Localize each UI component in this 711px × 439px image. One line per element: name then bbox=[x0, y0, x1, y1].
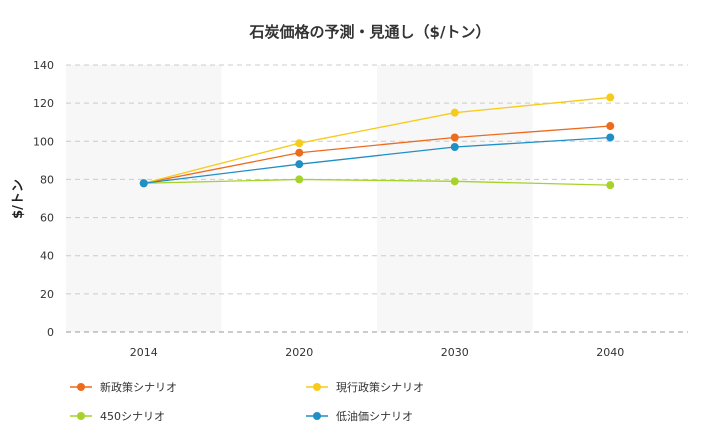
legend-item-4[interactable]: 低油価シナリオ bbox=[306, 409, 413, 423]
y-tick-label: 20 bbox=[40, 288, 54, 301]
series-lines bbox=[139, 93, 615, 190]
y-tick-label: 120 bbox=[33, 97, 54, 110]
legend-label: 現行政策シナリオ bbox=[336, 380, 424, 394]
series-1[interactable] bbox=[139, 122, 615, 188]
chart-title: 石炭価格の予測・見通し（$/トン） bbox=[249, 23, 491, 41]
series-line bbox=[143, 136, 611, 184]
legend[interactable]: 新政策シナリオ 現行政策シナリオ 450シナリオ 低油価シナリオ bbox=[70, 380, 424, 423]
data-point[interactable] bbox=[606, 133, 615, 142]
plot-band-2014 bbox=[66, 65, 222, 332]
legend-item-3[interactable]: 450シナリオ bbox=[70, 410, 165, 423]
y-tick-label: 100 bbox=[33, 135, 54, 148]
y-axis-label: $/トン bbox=[11, 179, 26, 219]
x-tick-label: 2030 bbox=[441, 346, 469, 359]
x-tick-label: 2040 bbox=[596, 346, 624, 359]
legend-label: 低油価シナリオ bbox=[336, 409, 413, 423]
series-line bbox=[143, 96, 611, 184]
x-axis-ticks: 2014 2020 2030 2040 bbox=[130, 346, 625, 359]
series-4[interactable] bbox=[139, 133, 615, 188]
x-tick-label: 2020 bbox=[285, 346, 313, 359]
y-tick-label: 40 bbox=[40, 250, 54, 263]
y-tick-label: 0 bbox=[47, 326, 54, 339]
data-point[interactable] bbox=[450, 133, 459, 142]
grid-lines bbox=[66, 64, 688, 333]
legend-marker-icon bbox=[313, 412, 321, 420]
data-point[interactable] bbox=[139, 179, 148, 188]
data-point[interactable] bbox=[295, 139, 304, 148]
data-point[interactable] bbox=[295, 160, 304, 169]
legend-label: 新政策シナリオ bbox=[100, 380, 177, 394]
plot-band-2030 bbox=[377, 65, 533, 332]
legend-item-2[interactable]: 現行政策シナリオ bbox=[306, 380, 424, 394]
data-point[interactable] bbox=[295, 175, 304, 184]
y-tick-label: 80 bbox=[40, 173, 54, 186]
y-tick-label: 60 bbox=[40, 212, 54, 225]
y-axis-ticks: 0 20 40 60 80 100 120 140 bbox=[33, 59, 54, 339]
series-line bbox=[143, 125, 611, 184]
data-point[interactable] bbox=[295, 148, 304, 157]
data-point[interactable] bbox=[606, 122, 615, 131]
legend-marker-icon bbox=[77, 383, 85, 391]
plot-bands bbox=[66, 65, 533, 332]
data-point[interactable] bbox=[606, 93, 615, 102]
data-point[interactable] bbox=[450, 177, 459, 186]
y-tick-label: 140 bbox=[33, 59, 54, 72]
series-line bbox=[143, 178, 611, 186]
legend-marker-icon bbox=[77, 412, 85, 420]
data-point[interactable] bbox=[450, 143, 459, 152]
data-point[interactable] bbox=[450, 108, 459, 117]
legend-label: 450シナリオ bbox=[100, 410, 165, 423]
data-point[interactable] bbox=[606, 181, 615, 190]
x-tick-label: 2014 bbox=[130, 346, 158, 359]
legend-marker-icon bbox=[313, 383, 321, 391]
legend-item-1[interactable]: 新政策シナリオ bbox=[70, 380, 177, 394]
